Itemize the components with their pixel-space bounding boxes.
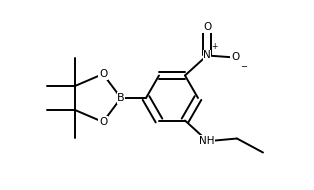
Text: B: B	[117, 93, 125, 103]
Text: +: +	[211, 42, 217, 51]
Text: −: −	[241, 62, 247, 71]
Text: NH: NH	[199, 135, 215, 146]
Text: O: O	[99, 117, 107, 127]
Text: N: N	[203, 51, 211, 60]
Text: O: O	[99, 69, 107, 79]
Text: O: O	[203, 22, 211, 32]
Text: O: O	[231, 52, 239, 63]
